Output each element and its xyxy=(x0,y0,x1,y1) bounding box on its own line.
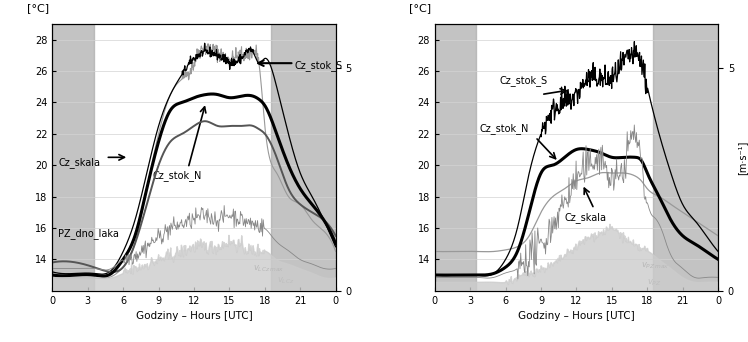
Text: [°C]: [°C] xyxy=(409,3,432,13)
X-axis label: Godziny – Hours [UTC]: Godziny – Hours [UTC] xyxy=(135,311,252,321)
Bar xyxy=(435,24,476,291)
Text: Cz_stok_S: Cz_stok_S xyxy=(294,60,343,71)
Text: Cz_stok_S: Cz_stok_S xyxy=(500,76,548,87)
Text: Cz_stok_N: Cz_stok_N xyxy=(479,123,529,133)
Bar xyxy=(653,24,718,291)
Bar xyxy=(52,24,94,291)
Text: $v_{PZ\,max}$: $v_{PZ\,max}$ xyxy=(641,260,669,271)
Text: [°C]: [°C] xyxy=(27,3,49,13)
Text: Cz_stok_N: Cz_stok_N xyxy=(153,170,202,181)
Text: $v_{LCz\,max}$: $v_{LCz\,max}$ xyxy=(253,263,284,274)
Text: $v_{LCz}$: $v_{LCz}$ xyxy=(277,276,294,286)
Y-axis label: [m·s⁻¹]: [m·s⁻¹] xyxy=(737,140,747,174)
Text: Cz_skala: Cz_skala xyxy=(565,212,607,223)
Text: Cz_skala: Cz_skala xyxy=(58,157,100,168)
Text: $v_{PZ}$: $v_{PZ}$ xyxy=(647,277,662,288)
Text: PZ_dno_laka: PZ_dno_laka xyxy=(58,228,119,239)
Bar xyxy=(271,24,336,291)
X-axis label: Godziny – Hours [UTC]: Godziny – Hours [UTC] xyxy=(518,311,635,321)
